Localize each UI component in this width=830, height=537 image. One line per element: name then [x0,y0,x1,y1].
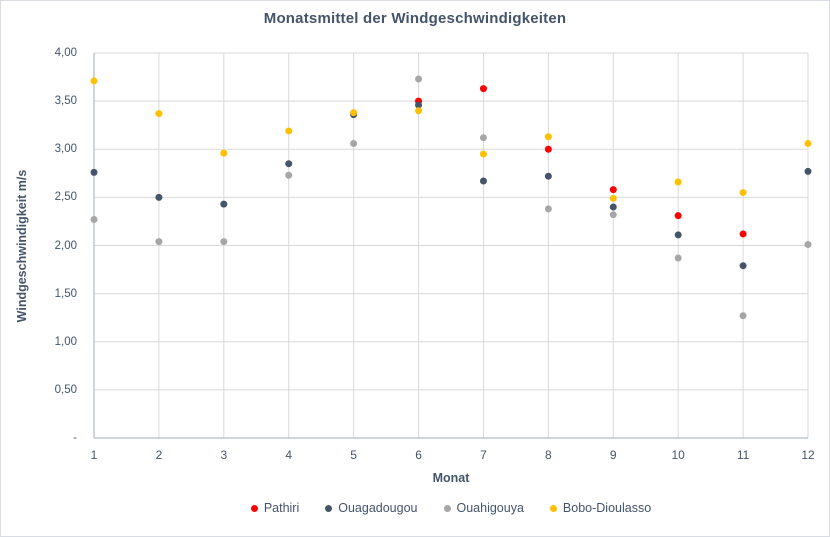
legend-item-pathiri: Pathiri [250,501,300,515]
data-point [674,212,682,220]
data-point [285,171,293,179]
data-point [674,178,682,186]
y-tick-label: 0,50 [54,383,77,396]
data-point [609,211,617,219]
data-point [415,75,423,83]
legend-marker-icon [443,504,451,512]
y-tick-label: 1,00 [54,335,77,348]
data-point [739,189,747,197]
data-point [350,109,358,117]
data-point [544,133,552,141]
data-point [544,205,552,213]
y-tick-label: 3,00 [54,143,77,156]
data-point [479,150,487,158]
data-point [220,238,228,246]
data-point [544,145,552,153]
data-point [674,231,682,239]
legend-marker-icon [325,504,333,512]
y-tick-label: 4,00 [54,47,77,59]
legend-label: Ouagadougou [338,501,418,515]
legend-marker-icon [250,504,258,512]
legend-label: Pathiri [263,501,300,515]
data-point [90,168,98,176]
x-tick-label: 10 [671,448,685,462]
data-point [609,186,617,194]
y-tick-label: 2,50 [54,191,77,204]
data-point [90,216,98,224]
data-point [739,230,747,238]
data-point [220,149,228,157]
x-tick-label: 9 [609,448,617,462]
legend-label: Ouahigouya [456,501,524,515]
x-tick-label: 11 [736,448,750,462]
data-point [739,262,747,270]
data-point [350,139,358,147]
plot-area [90,52,812,439]
data-point [155,193,163,201]
legend-item-bobo-dioulasso: Bobo-Dioulasso [549,501,652,515]
x-tick-label: 12 [801,448,815,462]
data-point [415,101,423,109]
y-tick-label: 3,50 [54,95,77,108]
data-point [479,85,487,93]
legend-marker-icon [549,504,557,512]
data-point [285,160,293,168]
data-point [804,139,812,147]
y-tick-label: - [73,432,77,444]
data-point [739,312,747,320]
x-tick-label: 1 [90,448,98,462]
data-point [804,241,812,249]
data-point [674,254,682,262]
chart-title: Monatsmittel der Windgeschwindigkeiten [263,10,567,27]
data-point [544,172,552,180]
x-tick-label: 4 [285,448,293,462]
data-point [155,110,163,118]
data-point [220,200,228,208]
y-tick-label: 1,50 [54,287,77,300]
legend: Pathiri Ouagadougou Ouahigouya Bobo-Dioulas… [94,501,808,515]
x-tick-label: 7 [480,448,487,462]
legend-label: Bobo-Dioulasso [562,501,652,515]
data-point [155,238,163,246]
legend-item-ouahigouya: Ouahigouya [443,501,524,515]
y-tick-label: 2,00 [54,239,77,252]
data-point [415,107,423,115]
data-point [285,127,293,135]
x-tick-label: 2 [155,448,163,462]
x-tick-label: 5 [350,448,357,462]
data-point [479,177,487,185]
data-point [90,77,98,85]
data-point [609,203,617,211]
legend-item-ouagadougou: Ouagadougou [325,501,418,515]
data-point [609,194,617,202]
x-axis-title: Monat [432,471,470,485]
data-point [804,167,812,175]
x-tick-label: 3 [220,448,228,462]
x-tick-label: 8 [545,448,552,462]
data-point [479,134,487,142]
x-tick-label: 6 [415,448,422,462]
